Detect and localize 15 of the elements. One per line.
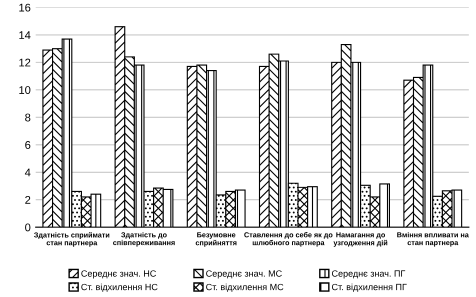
y-tick-label: 0 [25,223,30,232]
legend-label: Ст. відхилення МС [206,284,284,292]
legend-label: Середнє знач. НС [81,270,156,278]
y-tick-label: 14 [19,31,31,39]
y-tick-label: 6 [25,141,30,149]
y-tick-label: 2 [25,196,30,204]
legend-label: Середнє знач. ПГ [332,270,406,278]
legend-label: Середнє знач. МС [206,270,282,278]
legend-label: Ст. відхилення ПГ [332,284,407,292]
y-tick-label: 4 [24,168,31,176]
legend-label: Ст. відхилення НС [81,284,158,292]
y-tick-label: 10 [19,86,30,94]
y-tick-label: 12 [19,58,30,66]
y-tick-label: 16 [19,4,30,12]
y-tick-label: 8 [25,114,30,122]
